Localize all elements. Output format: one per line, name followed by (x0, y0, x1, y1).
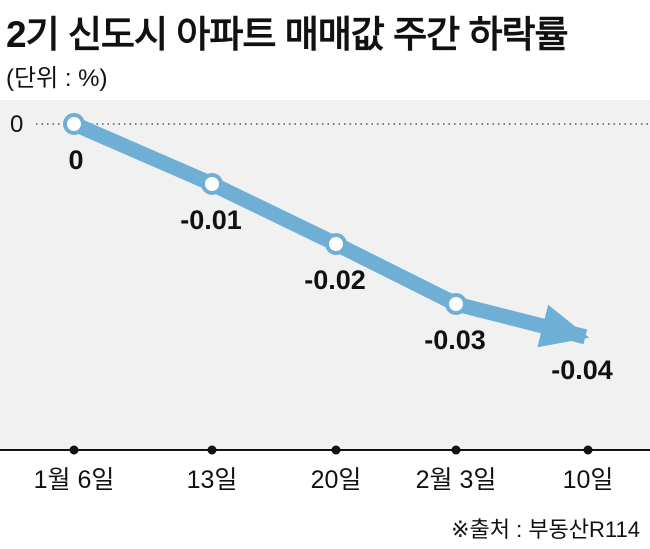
data-label: -0.02 (304, 265, 366, 295)
x-tick-label: 2월 3일 (416, 466, 497, 494)
data-label: -0.03 (424, 325, 486, 355)
x-tick-mark (207, 445, 217, 455)
data-label: -0.04 (551, 355, 613, 385)
y-tick-label: 0 (10, 111, 23, 138)
x-tick-mark (331, 445, 341, 455)
data-point (201, 173, 223, 195)
source-credit: ※출처 : 부동산R114 (451, 517, 640, 542)
x-tick-mark (451, 445, 461, 455)
chart-title: 2기 신도시 아파트 매매값 주간 하락률 (6, 14, 569, 55)
data-point (63, 113, 85, 135)
x-tick-label: 13일 (187, 466, 238, 494)
x-tick-mark (583, 445, 593, 455)
data-label: 0 (68, 145, 83, 175)
plot-background (0, 100, 650, 450)
data-label: -0.01 (180, 205, 242, 235)
x-tick-label: 20일 (311, 466, 362, 494)
x-tick-label: 10일 (563, 466, 614, 494)
unit-label: (단위 : %) (6, 65, 108, 92)
data-point (445, 293, 467, 315)
x-tick-label: 1월 6일 (34, 466, 115, 494)
x-tick-mark (69, 445, 79, 455)
data-point (325, 233, 347, 255)
